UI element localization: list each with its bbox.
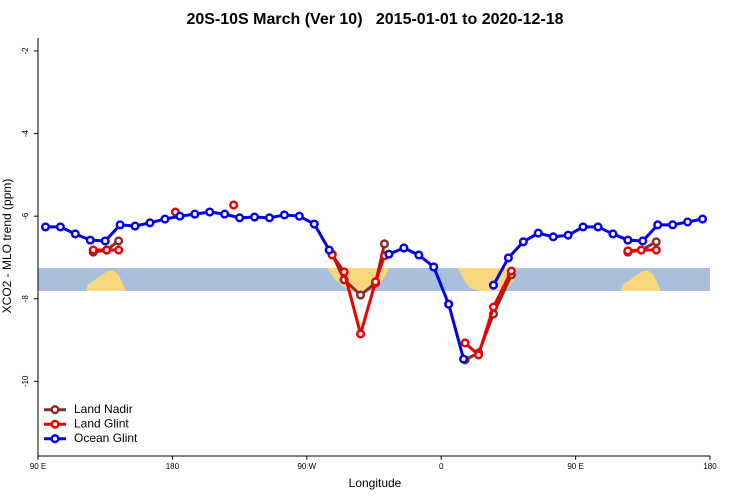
data-point: [697, 214, 708, 224]
data-point: [249, 212, 260, 222]
land: [621, 270, 661, 291]
data-point: [205, 207, 215, 217]
legend-label: Land Glint: [74, 416, 129, 430]
data-point: [190, 209, 200, 219]
y-tick-label: -4: [21, 129, 30, 137]
data-point: [40, 222, 51, 232]
data-point: [651, 237, 661, 247]
data-point: [102, 245, 112, 255]
data-point: [623, 246, 633, 256]
data-point: [114, 236, 124, 246]
data-point: [279, 210, 289, 220]
x-tick-label: 180: [166, 462, 180, 471]
y-tick-label: -10: [21, 375, 30, 387]
data-point: [653, 220, 663, 230]
data-point: [324, 245, 334, 255]
legend-marker: [50, 434, 60, 444]
data-point: [563, 230, 573, 240]
legend-label: Land Nadir: [74, 402, 133, 416]
data-point: [414, 250, 424, 260]
data-point: [651, 245, 661, 255]
data-point: [623, 235, 633, 245]
x-axis-label: Longitude: [349, 476, 402, 490]
data-point: [356, 290, 366, 300]
data-point: [488, 280, 499, 290]
data-point: [503, 253, 513, 263]
data-point: [294, 211, 304, 221]
x-tick-label: 0: [439, 462, 444, 471]
y-tick-label: -6: [21, 212, 30, 220]
data-point: [356, 329, 366, 339]
x-tick-label: 90 E: [30, 462, 46, 471]
data-point: [55, 222, 65, 232]
data-point: [229, 200, 239, 210]
data-point: [518, 237, 528, 247]
y-axis-label: XCO2 - MLO trend (ppm): [0, 179, 14, 314]
data-point: [379, 239, 390, 249]
land: [86, 270, 126, 291]
data-point: [370, 277, 381, 287]
data-point: [339, 267, 349, 277]
legend-marker: [50, 419, 60, 429]
data-point: [683, 217, 693, 227]
data-point: [145, 218, 155, 228]
data-point: [160, 214, 170, 224]
data-point: [115, 220, 125, 230]
data-point: [488, 302, 499, 312]
data-point: [548, 232, 558, 242]
y-tick-label: -2: [21, 47, 30, 55]
chart-title: 20S-10S March (Ver 10) 2015-01-01 to 202…: [186, 11, 563, 28]
data-point: [85, 235, 95, 245]
data-point: [668, 220, 678, 230]
data-point: [235, 213, 245, 223]
data-point: [399, 243, 409, 253]
data-point: [175, 211, 185, 221]
y-tick-label: -8: [21, 295, 30, 303]
data-point: [264, 213, 275, 223]
data-point: [130, 221, 140, 231]
land: [458, 268, 517, 291]
x-tick-label: 180: [703, 462, 717, 471]
data-point: [70, 229, 80, 239]
data-point: [460, 338, 470, 348]
data-point: [506, 266, 516, 276]
data-point: [220, 209, 230, 219]
data-point: [593, 222, 603, 232]
data-point: [578, 222, 588, 232]
data-point: [309, 219, 319, 229]
data-point: [100, 236, 110, 246]
legend-marker: [50, 405, 60, 415]
legend-label: Ocean Glint: [74, 431, 138, 445]
data-point: [459, 354, 469, 364]
x-tick-label: 90 W: [297, 462, 316, 471]
data-point: [444, 299, 454, 309]
data-point: [429, 262, 439, 272]
x-tick-label: 90 E: [567, 462, 583, 471]
data-point: [384, 249, 394, 259]
data-point: [636, 245, 646, 255]
data-point: [114, 245, 124, 255]
data-point: [638, 236, 648, 246]
data-point: [473, 350, 484, 360]
data-point: [533, 228, 543, 238]
data-point: [608, 229, 618, 239]
data-point: [88, 245, 98, 255]
